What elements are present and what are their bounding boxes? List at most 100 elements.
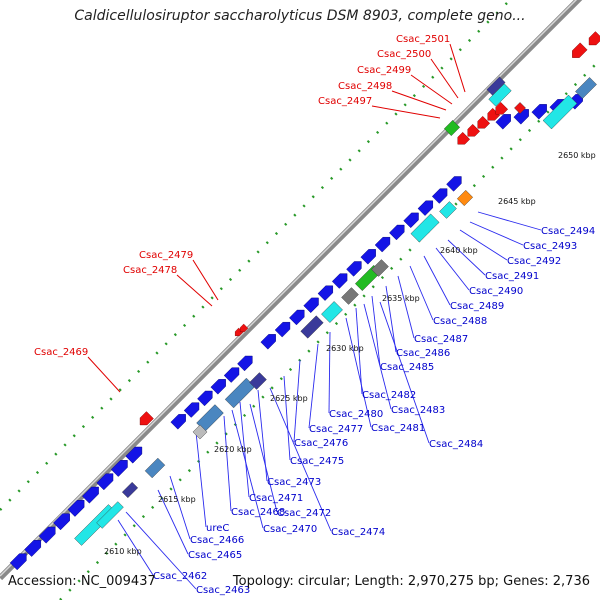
blue-gene-label: Csac_2484 [429, 439, 483, 450]
forward-gene-lower-5 [82, 486, 99, 504]
gene-labels: Csac_2501 Csac_2500 Csac_2499 Csac_2498 Csac… [34, 34, 595, 596]
forward-gene-upper-5 [331, 273, 348, 289]
dotted-ring-outer [0, 0, 512, 511]
orange-gene-1 [456, 189, 474, 207]
leader-line [371, 105, 441, 119]
red-gene-label: Csac_2479 [139, 250, 193, 261]
leader-line [195, 431, 207, 528]
red-gene-top-right-1 [572, 42, 588, 58]
leader-line [157, 489, 189, 555]
scale-label: 2610 kbp [104, 547, 142, 556]
scale-label: 2635 kbp [382, 294, 420, 303]
leader-line [249, 403, 278, 513]
cyan-gene-6 [542, 94, 578, 130]
blue-gene-label: Csac_2489 [450, 301, 504, 312]
cyan-gene-5 [439, 201, 457, 219]
forward-gene-mid-5 [237, 355, 253, 372]
scale-label: 2615 kbp [158, 495, 196, 504]
scale-label: 2630 kbp [326, 344, 364, 353]
blue-gene-label: Csac_2466 [190, 535, 244, 546]
red-gene-label: Csac_2497 [318, 96, 372, 107]
blue-gene-label: Csac_2468 [231, 507, 285, 518]
blue-gene-label: Csac_2476 [294, 438, 348, 449]
blue-gene-label: ureC [206, 523, 229, 534]
blue-gene-label: Csac_2487 [414, 334, 468, 345]
cyan-gene-2 [96, 501, 124, 529]
forward-gene-top-2 [531, 104, 547, 120]
leader-line [423, 255, 451, 306]
red-gene-label: Csac_2498 [338, 81, 392, 92]
blue-gene-label: Csac_2486 [396, 348, 450, 359]
forward-gene-top-0 [495, 114, 511, 130]
gray-gene-2 [371, 259, 389, 277]
blue-gene-label: Csac_2480 [329, 409, 383, 420]
blue-gene-label: Csac_2485 [380, 362, 434, 373]
steelblue-gene-4 [575, 77, 597, 99]
red-gene-label: Csac_2469 [34, 347, 88, 358]
leader-line [385, 285, 397, 353]
leader-line [192, 259, 219, 301]
forward-gene-upper-7 [360, 249, 376, 265]
forward-gene-mid-4 [223, 367, 240, 383]
backbone-highlight [0, 0, 578, 577]
forward-gene-lower-8 [125, 446, 143, 464]
forward-gene-upper-10 [403, 212, 419, 229]
forward-gene-upper-4 [317, 285, 333, 301]
blue-gene-label: Csac_2488 [433, 316, 487, 327]
leader-line [447, 239, 486, 276]
blue-gene-label: Csac_2462 [153, 571, 207, 582]
forward-gene-lower-7 [110, 460, 128, 477]
leader-line [397, 275, 415, 339]
leader-line [371, 295, 381, 367]
blue-gene-label: Csac_2475 [290, 456, 344, 467]
gene-features [9, 31, 600, 571]
navy-gene-3 [300, 315, 324, 339]
leader-line [239, 401, 250, 498]
leader-line [293, 359, 301, 443]
scale-label: 2645 kbp [498, 197, 536, 206]
blue-gene-label: Csac_2472 [277, 508, 331, 519]
forward-gene-lower-3 [53, 513, 70, 531]
red-gene-top-1 [467, 123, 481, 137]
scale-label: 2640 kbp [440, 246, 478, 255]
forward-gene-upper-11 [417, 200, 433, 216]
leader-line [117, 519, 154, 576]
map-title: Caldicellulosiruptor saccharolyticus DSM… [74, 8, 526, 24]
blue-gene-label: Csac_2465 [188, 550, 242, 561]
blue-gene-label: Csac_2477 [309, 424, 363, 435]
forward-gene-upper-2 [289, 309, 305, 326]
light-gray-gene [192, 424, 208, 440]
forward-gene-upper-0 [260, 334, 276, 350]
label-leader-lines [87, 43, 542, 590]
red-gene-label: Csac_2500 [377, 49, 431, 60]
leader-line [410, 74, 453, 105]
red-gene-label: Csac_2499 [357, 65, 411, 76]
blue-gene-label: Csac_2483 [391, 405, 445, 416]
forward-gene-lower-1 [24, 540, 42, 557]
forward-gene-upper-1 [274, 322, 291, 338]
leader-line [379, 301, 430, 444]
forward-gene-upper-3 [303, 297, 319, 314]
leader-line [223, 415, 232, 512]
leader-line [125, 511, 197, 590]
forward-gene-lower-6 [96, 473, 114, 491]
red-gene-label: Csac_2501 [396, 34, 450, 45]
red-gene-top-0 [457, 131, 471, 145]
forward-gene-mid-2 [197, 390, 213, 407]
blue-gene-label: Csac_2491 [485, 271, 539, 282]
navy-gene-4 [486, 76, 506, 96]
forward-gene-upper-8 [374, 237, 391, 253]
red-gene-2469 [139, 411, 154, 426]
forward-gene-mid-1 [183, 402, 200, 418]
blue-gene-label: Csac_2492 [507, 256, 561, 267]
steelblue-gene-1 [144, 457, 166, 479]
blue-gene-label: Csac_2493 [523, 241, 577, 252]
blue-gene-label: Csac_2490 [469, 286, 523, 297]
scale-label: 2625 kbp [270, 394, 308, 403]
leader-line [345, 317, 372, 428]
dotted-ring-inner [59, 59, 600, 600]
leader-line [283, 375, 291, 461]
forward-gene-upper-6 [346, 261, 362, 277]
